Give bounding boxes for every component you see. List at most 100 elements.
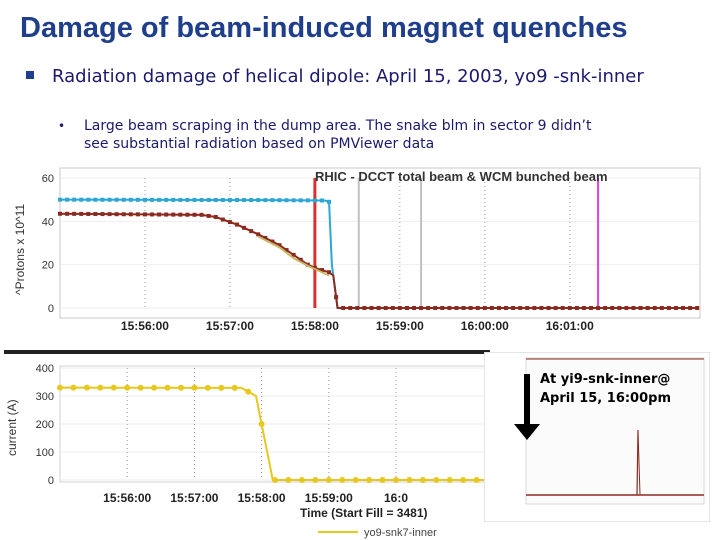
y-tick-label: 0 (48, 303, 54, 315)
data-point (97, 384, 104, 391)
data-point (245, 388, 252, 395)
x-tick-label: 15:58:00 (238, 491, 286, 505)
data-point (659, 306, 664, 310)
annotation-line-2: April 15, 16:00pm (540, 391, 672, 406)
data-point (164, 212, 169, 217)
x-tick-label: 15:57:00 (206, 319, 254, 333)
data-point (525, 306, 530, 310)
data-point (256, 232, 261, 237)
data-point (128, 197, 133, 202)
data-point (192, 197, 197, 202)
data-point (610, 306, 615, 310)
data-point (142, 212, 147, 217)
data-point (220, 217, 225, 222)
data-point (298, 477, 305, 483)
data-point (334, 295, 339, 300)
data-point (695, 306, 700, 310)
data-point (504, 306, 509, 310)
data-point (258, 421, 265, 427)
beam-chart-plot-area (59, 167, 701, 319)
x-tick-label: 15:59:00 (376, 319, 424, 333)
data-point (539, 306, 544, 310)
data-point (489, 306, 494, 310)
data-point (242, 225, 247, 230)
x-tick-label: 15:56:00 (121, 319, 169, 333)
x-tick-label: 15:57:00 (170, 491, 218, 505)
y-tick-label: 0 (48, 475, 54, 487)
down-arrow-icon (514, 424, 540, 440)
data-point (393, 477, 399, 483)
data-point (79, 197, 84, 202)
data-point (426, 306, 431, 310)
data-point (114, 197, 119, 202)
data-point (532, 306, 537, 310)
data-point (270, 239, 275, 244)
data-point (277, 198, 282, 203)
sub-bullet: • Large beam scraping in the dump area. … (58, 117, 618, 153)
data-point (404, 306, 409, 310)
data-point (227, 198, 232, 203)
data-point (142, 197, 147, 202)
data-point (468, 306, 473, 310)
data-point (124, 384, 131, 391)
data-point (206, 213, 211, 218)
data-point (65, 211, 70, 216)
data-point (511, 306, 516, 310)
data-point (199, 197, 204, 202)
x-tick-label: 16:0 (384, 491, 408, 505)
data-point (446, 477, 453, 483)
data-point (272, 477, 279, 483)
x-tick-label: 15:58:00 (291, 319, 339, 333)
data-point (270, 198, 275, 203)
current-chart-legend: yo9-snk7-inner (364, 527, 437, 539)
data-point (256, 198, 261, 203)
data-point (473, 477, 480, 483)
data-point (673, 306, 678, 310)
data-point (86, 197, 91, 202)
data-point (57, 384, 63, 391)
data-point (327, 199, 332, 204)
data-point (553, 306, 558, 310)
beam-chart-title: RHIC - DCCT total beam & WCM bunched bea… (315, 169, 608, 184)
x-tick-label: 16:01:00 (546, 319, 594, 333)
slide-title: Damage of beam-induced magnet quenches (20, 12, 628, 44)
data-point (242, 198, 247, 203)
data-point (285, 477, 292, 483)
data-point (218, 384, 225, 391)
inset-annotation: At yi9-snk-inner@ April 15, 16:00pm (540, 370, 690, 408)
data-point (603, 306, 608, 310)
data-point (638, 306, 643, 310)
data-point (58, 211, 62, 216)
data-point (652, 306, 657, 310)
sub-bullet-text: Large beam scraping in the dump area. Th… (84, 118, 592, 152)
data-point (546, 306, 551, 310)
data-point (171, 212, 176, 217)
data-point (460, 477, 467, 483)
data-point (151, 384, 158, 391)
data-point (150, 212, 155, 217)
data-point (319, 198, 324, 203)
annotation-line-1: At yi9-snk-inner@ (540, 372, 671, 387)
beam-chart-ylabel: ^Protons x 10^11 (13, 204, 27, 295)
data-point (107, 212, 112, 217)
data-point (589, 306, 593, 310)
data-point (263, 235, 268, 240)
data-point (433, 306, 438, 310)
data-point (327, 270, 332, 275)
current-chart-ylabel: current (A) (5, 399, 19, 456)
data-point (65, 197, 70, 202)
quench-inset-plot (484, 352, 710, 522)
main-bullet: Radiation damage of helical dipole: Apri… (26, 66, 686, 88)
data-point (107, 197, 112, 202)
data-point (121, 197, 126, 202)
data-point (475, 306, 480, 310)
data-point (688, 306, 693, 310)
data-point (164, 197, 169, 202)
data-point (70, 384, 77, 391)
data-point (447, 306, 452, 310)
data-point (496, 306, 501, 310)
data-point (596, 306, 601, 310)
series-line (257, 235, 330, 277)
data-point (110, 384, 117, 391)
data-point (191, 384, 198, 391)
